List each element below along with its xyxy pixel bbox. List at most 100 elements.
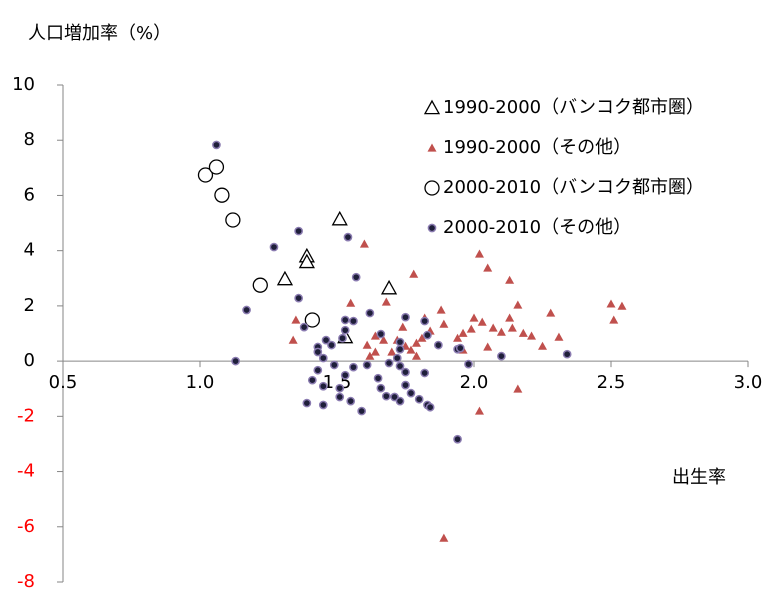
x-axis-label: 出生率	[672, 467, 726, 488]
point	[483, 263, 493, 272]
point	[349, 362, 358, 372]
point	[242, 305, 251, 315]
point	[392, 353, 402, 363]
point	[411, 351, 421, 360]
point	[513, 300, 523, 309]
point	[252, 277, 268, 293]
point	[513, 384, 523, 393]
x-tick-label: 2.5	[597, 372, 626, 393]
point	[518, 328, 528, 337]
point	[357, 406, 367, 416]
point	[380, 279, 398, 295]
point	[505, 275, 515, 284]
point	[434, 340, 443, 350]
y-axis-label: 人口増加率（%）	[28, 23, 171, 44]
point	[318, 400, 328, 410]
point	[362, 360, 372, 370]
x-tick-label: 0.5	[49, 372, 78, 393]
point	[474, 406, 484, 415]
point	[291, 315, 301, 324]
point	[381, 297, 391, 306]
point	[439, 533, 449, 542]
legend-marker	[423, 99, 441, 115]
point	[398, 322, 408, 331]
point	[488, 323, 498, 332]
point	[340, 370, 350, 380]
point	[417, 333, 427, 342]
y-tick-label: -6	[17, 516, 35, 537]
point	[436, 305, 446, 314]
point	[376, 329, 386, 339]
legend-label: 2000-2010（その他）	[443, 217, 631, 238]
point	[538, 341, 547, 350]
y-tick-label: -4	[17, 461, 35, 482]
point	[406, 345, 416, 354]
point	[327, 340, 336, 350]
point	[483, 342, 493, 351]
point	[617, 301, 627, 310]
point	[469, 313, 479, 322]
legend-label: 1990-2000（バンコク都市圏）	[443, 97, 704, 118]
point	[606, 299, 616, 308]
point	[343, 232, 353, 242]
point	[395, 396, 405, 406]
point	[411, 338, 421, 347]
point	[294, 226, 303, 236]
legend-marker	[424, 180, 440, 196]
point	[276, 270, 294, 286]
point	[458, 328, 468, 337]
x-tick-label: 1.0	[186, 372, 215, 393]
legend-label: 1990-2000（その他）	[443, 137, 631, 158]
point	[401, 380, 410, 390]
point	[546, 308, 556, 317]
point	[554, 332, 564, 341]
point	[379, 335, 389, 344]
legend-marker	[427, 143, 437, 152]
point	[335, 392, 345, 402]
y-tick-label: 6	[24, 184, 35, 205]
y-tick-label: 8	[24, 129, 35, 150]
point	[307, 375, 317, 385]
point	[338, 333, 347, 343]
point	[395, 337, 405, 347]
point	[318, 381, 328, 391]
point	[453, 333, 463, 342]
point	[401, 312, 410, 322]
point	[420, 368, 430, 378]
point	[414, 394, 424, 404]
point	[406, 388, 416, 398]
point	[349, 316, 358, 326]
point	[302, 398, 312, 408]
point	[370, 347, 380, 356]
point	[395, 361, 405, 371]
point	[425, 402, 435, 412]
y-tick-label: 0	[24, 350, 35, 371]
point	[331, 210, 348, 226]
point	[351, 272, 361, 282]
point	[507, 323, 517, 332]
point	[376, 383, 386, 393]
y-tick-label: -8	[17, 571, 35, 590]
legend-marker	[427, 223, 437, 233]
point	[299, 322, 309, 332]
point	[318, 353, 328, 363]
point	[346, 298, 356, 307]
point	[225, 212, 241, 228]
point	[562, 349, 572, 359]
legend-label: 2000-2010（バンコク都市圏）	[443, 177, 704, 198]
y-tick-label: -2	[17, 405, 35, 426]
point	[464, 359, 473, 369]
y-tick-label: 2	[24, 295, 35, 316]
point	[390, 392, 399, 402]
point	[466, 324, 476, 333]
point	[439, 319, 449, 328]
point	[455, 343, 465, 353]
point	[346, 396, 356, 406]
point	[497, 351, 506, 361]
point	[496, 327, 506, 336]
y-tick-label: 10	[12, 74, 35, 95]
point	[527, 331, 537, 340]
point	[395, 344, 405, 354]
point	[329, 360, 339, 370]
